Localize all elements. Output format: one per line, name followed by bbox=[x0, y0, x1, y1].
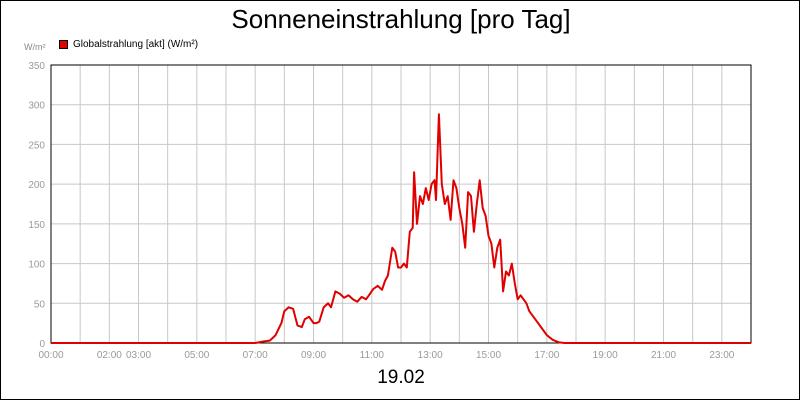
x-tick-label: 00:00 bbox=[38, 350, 63, 361]
x-tick-label: 21:00 bbox=[651, 350, 676, 361]
y-tick-label: 0 bbox=[39, 339, 45, 350]
y-axis-unit: W/m² bbox=[24, 42, 46, 52]
y-tick-label: 100 bbox=[28, 260, 45, 271]
x-tick-label: 11:00 bbox=[360, 350, 385, 361]
y-tick-label: 150 bbox=[28, 220, 45, 231]
x-tick-label: 17:00 bbox=[534, 350, 559, 361]
legend-swatch bbox=[59, 40, 68, 49]
plot-border bbox=[50, 64, 752, 344]
y-tick-label: 350 bbox=[28, 61, 45, 72]
x-tick-label: 23:00 bbox=[709, 350, 734, 361]
legend: Globalstrahlung [akt] (W/m²) bbox=[59, 39, 198, 50]
x-tick-label: 05:00 bbox=[184, 350, 209, 361]
series-line bbox=[51, 113, 751, 344]
x-tick-label: 09:00 bbox=[301, 350, 326, 361]
y-tick-label: 200 bbox=[28, 180, 45, 191]
legend-label: Globalstrahlung [akt] (W/m²) bbox=[73, 39, 199, 50]
y-tick-label: 250 bbox=[28, 140, 45, 151]
x-tick-label: 15:00 bbox=[476, 350, 501, 361]
x-tick-label: 03:00 bbox=[126, 350, 151, 361]
x-tick-label: 02:00 bbox=[97, 350, 122, 361]
x-tick-label: 07:00 bbox=[243, 350, 268, 361]
x-tick-label: 13:00 bbox=[418, 350, 443, 361]
x-tick-label: 19:00 bbox=[593, 350, 618, 361]
y-tick-label: 300 bbox=[28, 101, 45, 112]
chart-title: Sonneneinstrahlung [pro Tag] bbox=[231, 4, 571, 34]
x-axis-date-label: 19.02 bbox=[377, 367, 425, 388]
y-tick-label: 50 bbox=[34, 299, 46, 310]
